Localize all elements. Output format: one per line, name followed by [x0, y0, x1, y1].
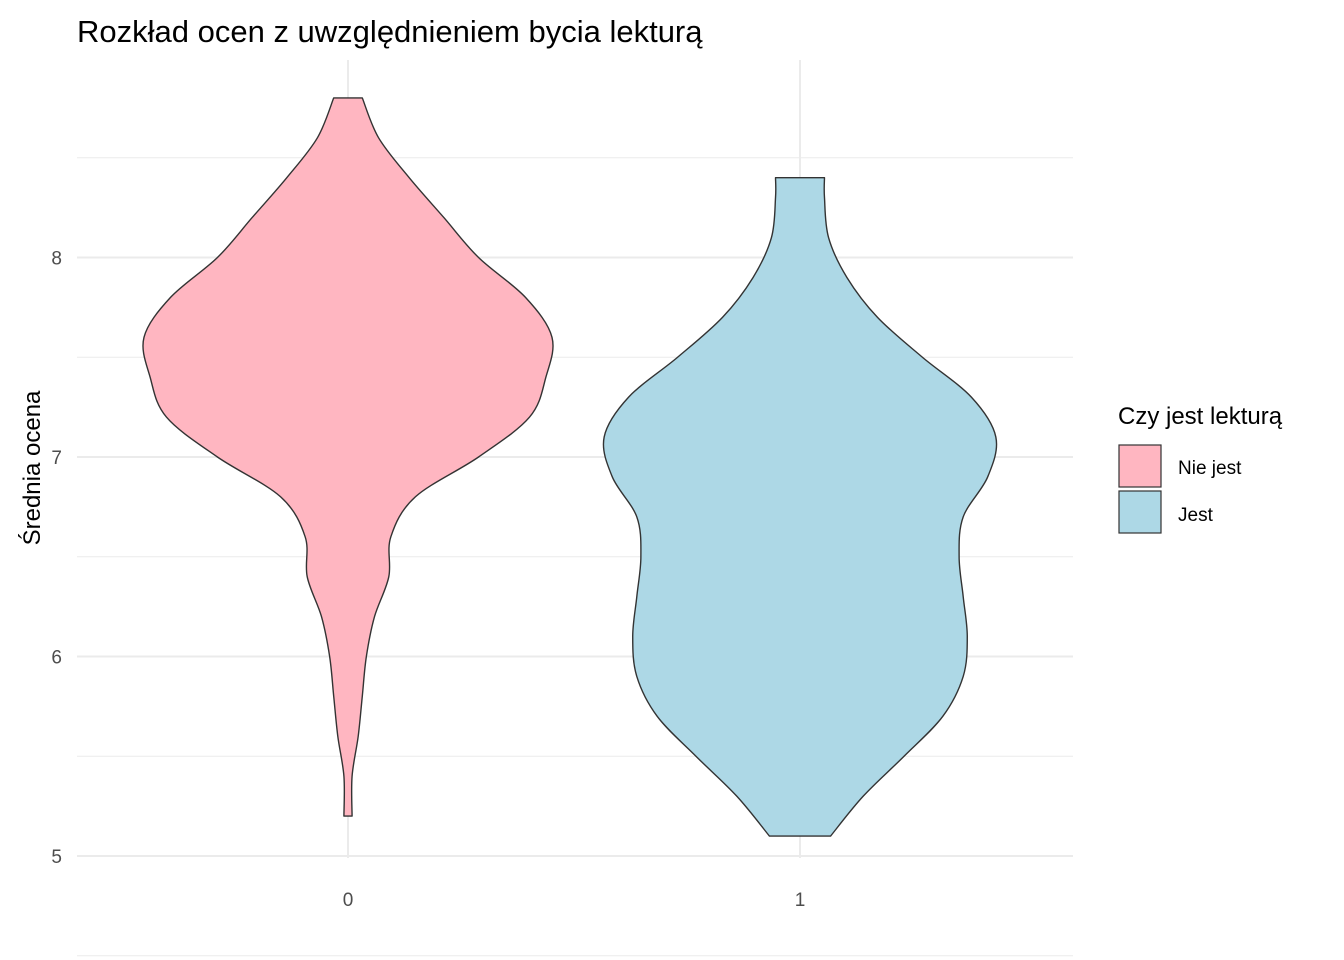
y-tick-label: 8 — [51, 249, 62, 270]
legend-label-jest: Jest — [1178, 505, 1214, 526]
x-tick-label: 1 — [795, 890, 806, 911]
x-tick-label: 0 — [343, 890, 354, 911]
y-axis-ticks: 5 6 7 8 — [51, 249, 62, 869]
y-tick-label: 5 — [51, 847, 62, 868]
legend-key-jest — [1118, 490, 1162, 534]
y-tick-label: 6 — [51, 648, 62, 669]
violin-0 — [142, 97, 554, 817]
chart-title: Rozkład ocen z uwzględnieniem bycia lekt… — [77, 14, 703, 49]
y-tick-label: 7 — [51, 448, 62, 469]
legend-key-nie-jest — [1118, 444, 1162, 488]
legend-label-nie-jest: Nie jest — [1178, 458, 1242, 479]
violins — [142, 97, 998, 837]
y-axis-label: Średnia ocena — [18, 390, 46, 545]
legend-title: Czy jest lekturą — [1118, 403, 1283, 430]
legend: Czy jest lekturą Nie jest Jest — [1118, 403, 1283, 534]
violin-1 — [602, 177, 998, 837]
